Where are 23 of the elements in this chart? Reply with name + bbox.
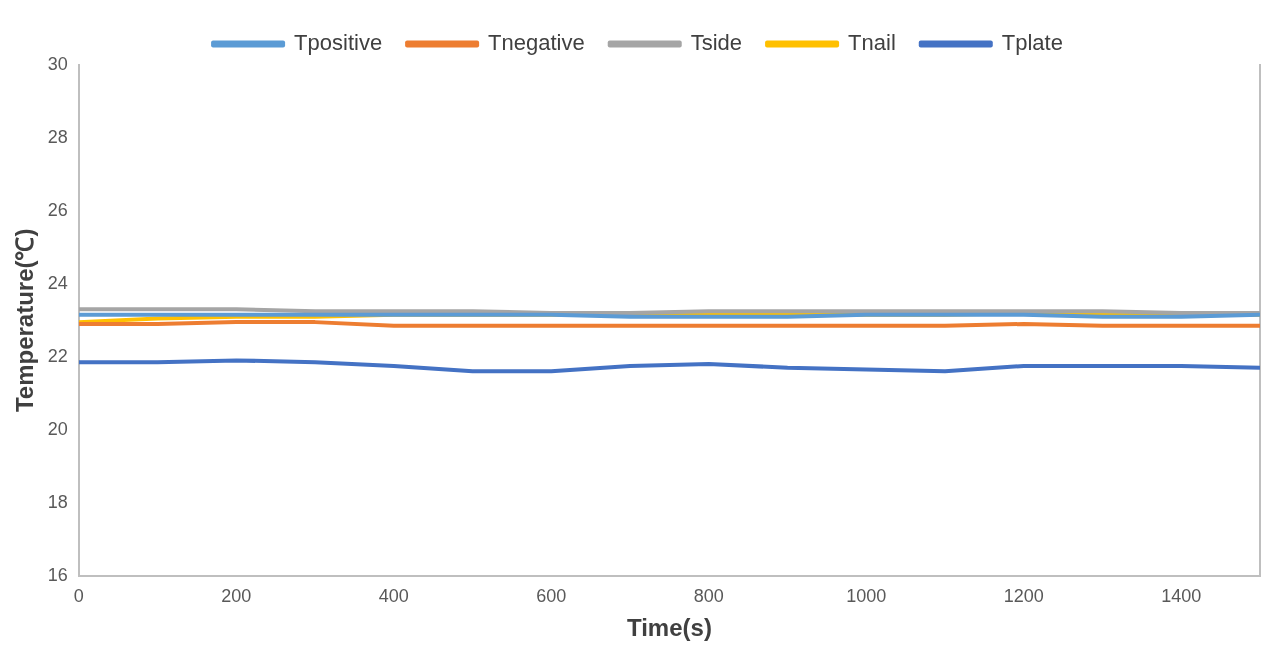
y-tick-label: 16 — [47, 564, 68, 585]
y-tick-label: 30 — [47, 53, 68, 74]
legend-label: Tplate — [1001, 30, 1063, 56]
x-tick-label: 1000 — [846, 586, 887, 607]
x-tick-label: 800 — [693, 586, 724, 607]
y-tick-label: 28 — [47, 126, 68, 147]
x-tick-label: 600 — [536, 586, 567, 607]
x-tick-label: 0 — [73, 586, 84, 607]
legend-label: Tpositive — [294, 30, 383, 56]
y-tick-label: 20 — [47, 418, 68, 439]
y-axis-title: Temperature(℃) — [11, 228, 39, 413]
y-tick-label: 26 — [47, 199, 68, 220]
legend-label: Tnail — [848, 30, 896, 56]
y-tick-label: 22 — [47, 345, 68, 366]
x-axis-title: Time(s) — [626, 614, 712, 642]
x-tick-label: 1400 — [1161, 586, 1202, 607]
legend-label: Tnegative — [488, 30, 585, 56]
x-tick-label: 200 — [221, 586, 252, 607]
y-tick-label: 24 — [47, 272, 68, 293]
x-tick-label: 1200 — [1003, 586, 1044, 607]
x-tick-label: 400 — [378, 586, 409, 607]
y-tick-label: 18 — [47, 491, 68, 512]
legend-label: Tside — [690, 30, 743, 56]
